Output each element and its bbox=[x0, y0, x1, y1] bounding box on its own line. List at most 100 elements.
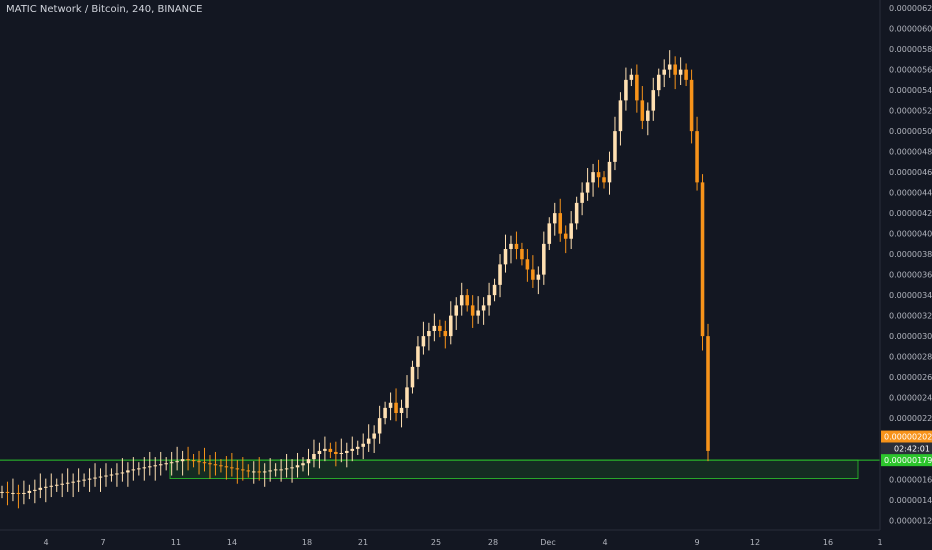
candle-body[interactable] bbox=[312, 454, 316, 460]
candle-body[interactable] bbox=[624, 79, 628, 101]
candle-body[interactable] bbox=[87, 478, 92, 480]
candle-body[interactable] bbox=[109, 474, 114, 476]
candle-body[interactable] bbox=[410, 366, 415, 388]
candle-body[interactable] bbox=[323, 448, 327, 451]
candle-body[interactable] bbox=[651, 90, 656, 111]
candle-body[interactable] bbox=[492, 284, 497, 296]
candle-body[interactable] bbox=[82, 479, 86, 481]
candle-body[interactable] bbox=[197, 461, 201, 463]
candle-body[interactable] bbox=[257, 471, 262, 473]
candle-body[interactable] bbox=[629, 74, 634, 80]
candle-body[interactable] bbox=[552, 213, 557, 224]
candle-body[interactable] bbox=[54, 484, 59, 486]
candle-body[interactable] bbox=[673, 64, 677, 75]
candle-body[interactable] bbox=[65, 482, 70, 484]
candle-body[interactable] bbox=[301, 463, 305, 466]
candle-body[interactable] bbox=[383, 407, 387, 419]
candle-body[interactable] bbox=[574, 202, 579, 224]
candle-body[interactable] bbox=[153, 465, 158, 467]
candle-body[interactable] bbox=[295, 465, 300, 468]
candle-body[interactable] bbox=[547, 223, 552, 244]
candle-body[interactable] bbox=[213, 464, 218, 466]
candle-body[interactable] bbox=[137, 468, 141, 470]
candle-body[interactable] bbox=[416, 346, 420, 367]
candle-body[interactable] bbox=[224, 466, 229, 468]
candle-body[interactable] bbox=[531, 269, 535, 280]
candle-body[interactable] bbox=[262, 471, 267, 473]
candle-body[interactable] bbox=[334, 451, 338, 454]
candle-body[interactable] bbox=[350, 448, 355, 451]
candle-body[interactable] bbox=[399, 407, 404, 413]
candle-body[interactable] bbox=[558, 213, 563, 234]
candle-body[interactable] bbox=[142, 467, 147, 469]
candle-body[interactable] bbox=[607, 161, 612, 183]
candle-body[interactable] bbox=[695, 131, 699, 183]
candle-body[interactable] bbox=[164, 463, 168, 465]
candle-body[interactable] bbox=[33, 489, 37, 491]
candle-body[interactable] bbox=[405, 387, 409, 408]
candle-body[interactable] bbox=[618, 100, 623, 132]
candle-body[interactable] bbox=[60, 483, 64, 485]
candle-body[interactable] bbox=[126, 470, 130, 473]
candle-body[interactable] bbox=[93, 477, 97, 479]
candle-body[interactable] bbox=[678, 69, 683, 75]
candle-body[interactable] bbox=[520, 249, 524, 260]
candle-body[interactable] bbox=[366, 438, 371, 444]
candle-body[interactable] bbox=[27, 490, 32, 493]
candle-body[interactable] bbox=[646, 110, 650, 121]
candle-body[interactable] bbox=[71, 481, 75, 483]
candle-body[interactable] bbox=[689, 79, 694, 132]
candle-body[interactable] bbox=[306, 459, 311, 464]
candle-body[interactable] bbox=[662, 69, 666, 75]
candle-body[interactable] bbox=[147, 466, 152, 468]
candle-body[interactable] bbox=[465, 295, 469, 306]
candle-body[interactable] bbox=[700, 182, 705, 337]
candle-body[interactable] bbox=[459, 295, 464, 306]
candle-body[interactable] bbox=[38, 487, 43, 490]
candle-body[interactable] bbox=[569, 223, 573, 239]
candle-body[interactable] bbox=[284, 468, 289, 470]
candle-body[interactable] bbox=[5, 491, 10, 493]
candle-body[interactable] bbox=[498, 264, 502, 285]
candle-body[interactable] bbox=[563, 233, 568, 239]
candle-body[interactable] bbox=[635, 74, 639, 101]
candle-body[interactable] bbox=[76, 480, 81, 482]
candle-body[interactable] bbox=[235, 468, 240, 470]
candle-body[interactable] bbox=[476, 310, 480, 316]
candle-body[interactable] bbox=[273, 469, 278, 471]
candle-body[interactable] bbox=[432, 325, 437, 331]
candle-body[interactable] bbox=[536, 274, 541, 280]
candle-body[interactable] bbox=[0, 491, 4, 493]
candle-body[interactable] bbox=[115, 473, 119, 475]
candle-body[interactable] bbox=[542, 243, 546, 275]
candle-body[interactable] bbox=[421, 336, 426, 347]
candle-body[interactable] bbox=[388, 402, 393, 408]
candle-body[interactable] bbox=[208, 463, 212, 465]
candle-body[interactable] bbox=[591, 172, 595, 183]
candle-body[interactable] bbox=[180, 459, 185, 462]
candle-body[interactable] bbox=[131, 469, 136, 471]
candle-body[interactable] bbox=[525, 259, 530, 270]
candle-body[interactable] bbox=[279, 469, 283, 471]
candle-body[interactable] bbox=[580, 192, 584, 203]
candle-body[interactable] bbox=[613, 131, 617, 162]
candle-body[interactable] bbox=[443, 331, 448, 337]
candle-body[interactable] bbox=[514, 243, 519, 249]
candle-body[interactable] bbox=[22, 492, 26, 494]
candle-body[interactable] bbox=[11, 492, 15, 494]
candle-body[interactable] bbox=[377, 418, 382, 434]
candle-body[interactable] bbox=[706, 336, 710, 451]
candle-body[interactable] bbox=[241, 469, 245, 471]
candle-body[interactable] bbox=[219, 465, 223, 467]
candle-body[interactable] bbox=[251, 471, 256, 473]
candle-body[interactable] bbox=[317, 450, 322, 454]
candle-body[interactable] bbox=[596, 172, 601, 178]
candle-body[interactable] bbox=[16, 492, 21, 494]
candle-body[interactable] bbox=[290, 467, 294, 469]
candle-body[interactable] bbox=[448, 315, 453, 337]
candle-body[interactable] bbox=[158, 464, 163, 466]
candle-body[interactable] bbox=[361, 443, 365, 447]
candle-body[interactable] bbox=[202, 462, 207, 464]
candle-body[interactable] bbox=[355, 446, 360, 449]
